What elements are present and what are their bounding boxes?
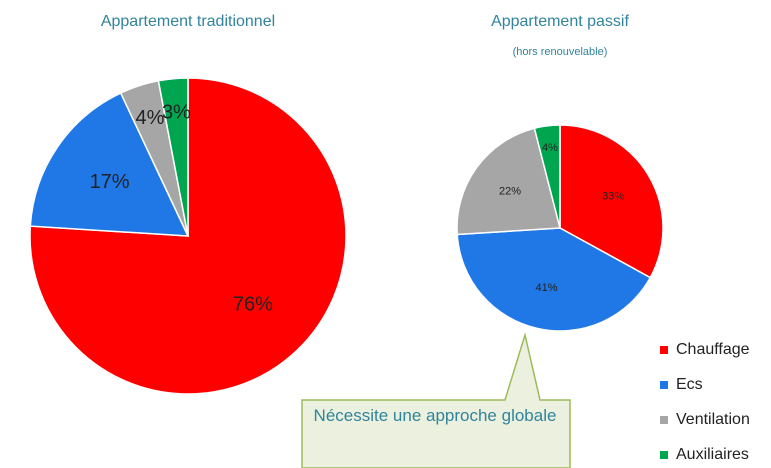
legend-swatch [660,451,668,459]
legend-label: Auxiliaires [676,446,749,463]
chart-title: Appartement traditionnel [101,13,275,30]
legend-label: Ventilation [676,411,750,428]
slice-label: 41% [536,282,558,294]
legend-swatch [660,416,668,424]
callout [301,332,571,468]
slice-label: 3% [162,102,191,124]
chart-subtitle: (hors renouvelable) [513,46,608,58]
slice-label: 76% [233,293,273,315]
legend-swatch [660,346,668,354]
slice-label: 4% [135,107,164,129]
legend-swatch [660,381,668,389]
pie-slice [29,92,190,237]
pie-slice [533,124,561,229]
chart-title: Appartement passif [491,13,629,30]
slice-label: 22% [499,186,521,198]
slice-label: 33% [602,190,624,202]
slice-label: 17% [90,171,130,193]
legend-label: Ecs [676,376,703,393]
pie-slice [456,227,652,332]
pie-slice [157,77,189,237]
callout-text: Nécessite une approche globale [313,406,557,425]
pie-slice [456,127,561,236]
pie-slice [559,124,664,279]
slice-label: 4% [542,142,558,154]
legend-label: Chauffage [676,341,750,358]
